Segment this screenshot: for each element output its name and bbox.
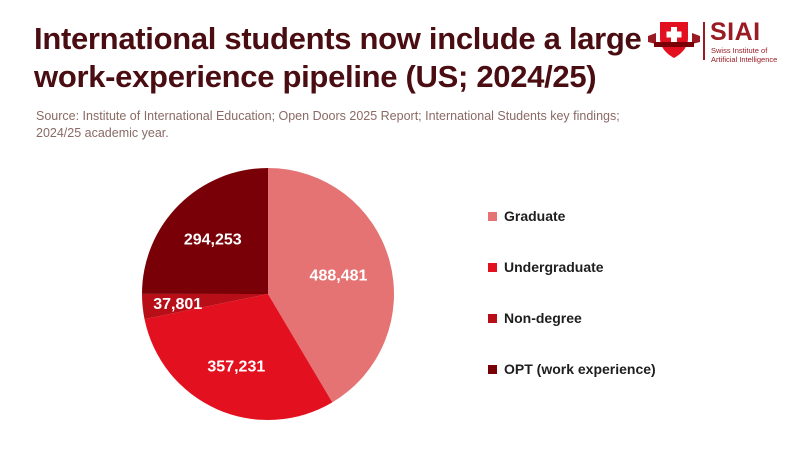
legend-label-non-degree: Non-degree (504, 310, 582, 326)
pie-slice-opt-work-experience (142, 168, 268, 294)
logo-divider (703, 22, 705, 60)
pie-slice-graduate (268, 168, 395, 403)
logo-subtitle-line-2: Artificial Intelligence (711, 54, 778, 64)
pie-chart: 488,481 357,231 37,801 294,253 (142, 168, 395, 420)
chart-legend: Graduate Undergraduate Non-degree OPT (work… (488, 206, 656, 410)
data-label-non-degree: 37,801 (153, 296, 202, 313)
logo-subtitle-line-1: Swiss Institute of (711, 46, 768, 55)
legend-item-undergraduate: Undergraduate (488, 257, 656, 277)
legend-label-undergraduate: Undergraduate (504, 259, 604, 275)
legend-item-opt-work-experience: OPT (work experience) (488, 359, 656, 379)
legend-label-opt-work-experience: OPT (work experience) (504, 361, 656, 377)
logo-name: SIAI (710, 18, 761, 46)
chart-title-line-2: work-experience pipeline (US; 2024/25) (34, 59, 597, 94)
data-label-undergraduate: 357,231 (207, 358, 265, 375)
legend-swatch-graduate (488, 211, 497, 221)
legend-swatch-undergraduate (488, 262, 497, 272)
chart-title: International students now include a lar… (34, 20, 644, 96)
legend-item-non-degree: Non-degree (488, 308, 656, 328)
legend-item-graduate: Graduate (488, 206, 656, 226)
pie-slice-non-degree (142, 293, 268, 320)
source-note-line-2: 2024/25 academic year. (36, 126, 169, 140)
logo-subtitle: Swiss Institute of Artificial Intelligen… (711, 46, 781, 64)
legend-label-graduate: Graduate (504, 208, 566, 224)
siai-logo: SIAI Swiss Institute of Artificial Intel… (648, 18, 781, 64)
data-label-graduate: 488,481 (310, 268, 368, 285)
legend-swatch-non-degree (488, 313, 497, 323)
swiss-cross-shield-icon (648, 22, 700, 58)
source-note: Source: Institute of International Educa… (36, 108, 656, 142)
legend-swatch-opt-work-experience (488, 364, 497, 374)
source-note-line-1: Source: Institute of International Educa… (36, 109, 620, 123)
chart-title-line-1: International students now include a lar… (34, 21, 642, 56)
pie-slice-undergraduate (144, 294, 333, 420)
data-label-opt-work-experience: 294,253 (184, 232, 242, 249)
